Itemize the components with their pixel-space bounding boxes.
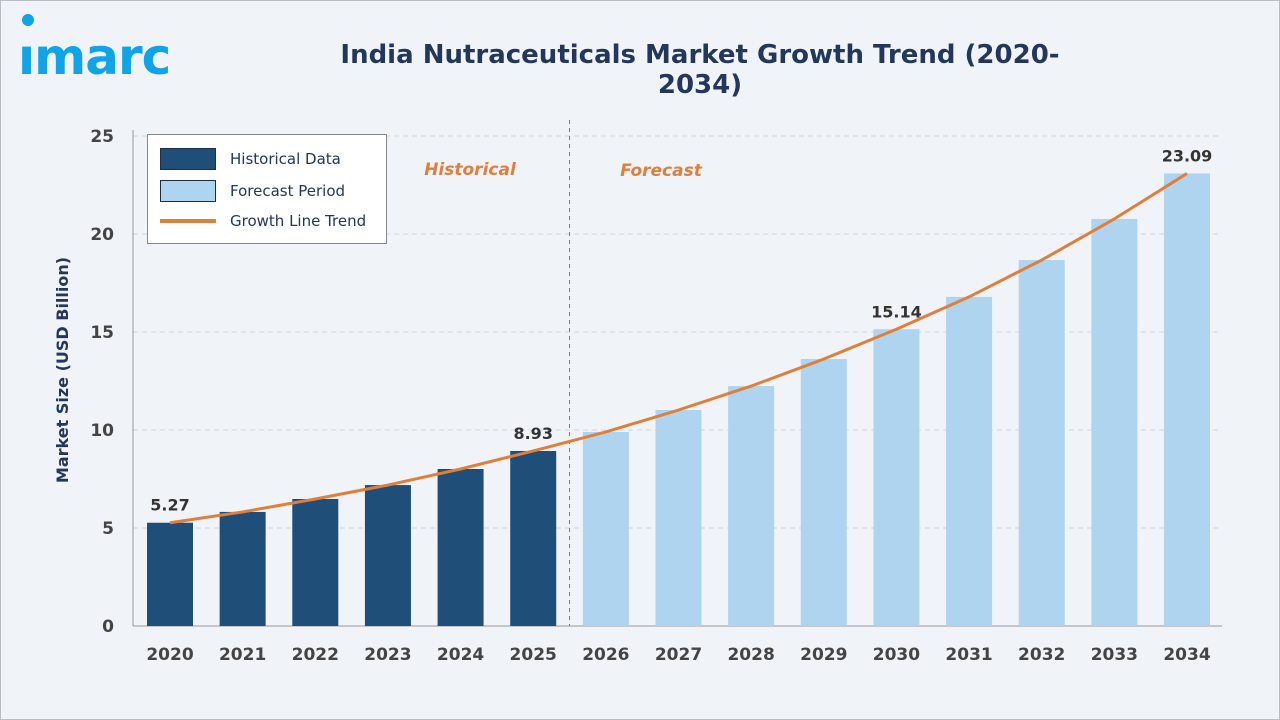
legend-label: Forecast Period <box>230 182 346 200</box>
legend-label: Historical Data <box>230 150 341 168</box>
x-tick-label: 2031 <box>945 645 992 665</box>
annotation-forecast: Forecast <box>620 161 703 181</box>
legend: Historical Data Forecast Period Growth L… <box>147 134 387 244</box>
bar-2034 <box>1164 173 1210 626</box>
y-tick-label: 10 <box>90 421 114 441</box>
bar-2023 <box>364 485 411 626</box>
data-label-2020: 5.27 <box>150 496 189 515</box>
data-label-2030: 15.14 <box>871 302 922 321</box>
bar-2020 <box>147 522 193 626</box>
x-tick-label: 2023 <box>364 645 411 665</box>
legend-label: Growth Line Trend <box>230 212 367 230</box>
legend-item-trend: Growth Line Trend <box>160 212 366 230</box>
y-tick-label: 15 <box>90 323 114 343</box>
x-tick-label: 2021 <box>219 645 266 665</box>
legend-item-historical: Historical Data <box>160 148 341 170</box>
growth-trend-line <box>169 172 1188 525</box>
bar-2033 <box>1091 218 1138 626</box>
bar-2031 <box>946 296 993 626</box>
x-tick-label: 2026 <box>582 645 629 665</box>
chart-title: India Nutraceuticals Market Growth Trend… <box>340 40 1060 100</box>
data-label-2034: 23.09 <box>1162 146 1213 165</box>
x-tick-label: 2034 <box>1163 645 1210 665</box>
bar-2024 <box>437 469 484 626</box>
bar-2022 <box>292 498 339 626</box>
y-tick-label: 0 <box>102 617 114 637</box>
imarc-logo: ımarc <box>18 14 171 84</box>
svg-text:ımarc: ımarc <box>18 28 170 84</box>
legend-swatch <box>160 148 216 170</box>
y-tick-label: 5 <box>102 519 114 539</box>
x-tick-label: 2020 <box>146 645 193 665</box>
x-tick-label: 2028 <box>727 645 774 665</box>
x-tick-label: 2033 <box>1091 645 1138 665</box>
bar-2029 <box>800 359 847 626</box>
x-tick-label: 2025 <box>510 645 557 665</box>
annotation-historical: Historical <box>424 160 517 180</box>
y-tick-label: 25 <box>90 127 114 147</box>
legend-swatch <box>160 219 216 223</box>
bar-2027 <box>655 410 702 626</box>
y-axis-label: Market Size (USD Billion) <box>53 257 72 483</box>
y-tick-label: 20 <box>90 225 114 245</box>
bar-2028 <box>728 386 775 626</box>
bar-2025 <box>510 450 557 626</box>
legend-item-forecast: Forecast Period <box>160 180 345 202</box>
bar-2021 <box>219 511 266 626</box>
legend-swatch <box>160 180 216 202</box>
x-tick-label: 2022 <box>292 645 339 665</box>
bar-2030 <box>873 329 920 626</box>
data-label-2025: 8.93 <box>513 424 552 443</box>
x-tick-label: 2027 <box>655 645 702 665</box>
bar-2026 <box>582 431 629 626</box>
bar-2032 <box>1018 260 1065 626</box>
x-tick-label: 2032 <box>1018 645 1065 665</box>
x-tick-label: 2024 <box>437 645 484 665</box>
x-tick-label: 2029 <box>800 645 847 665</box>
x-tick-label: 2030 <box>873 645 920 665</box>
